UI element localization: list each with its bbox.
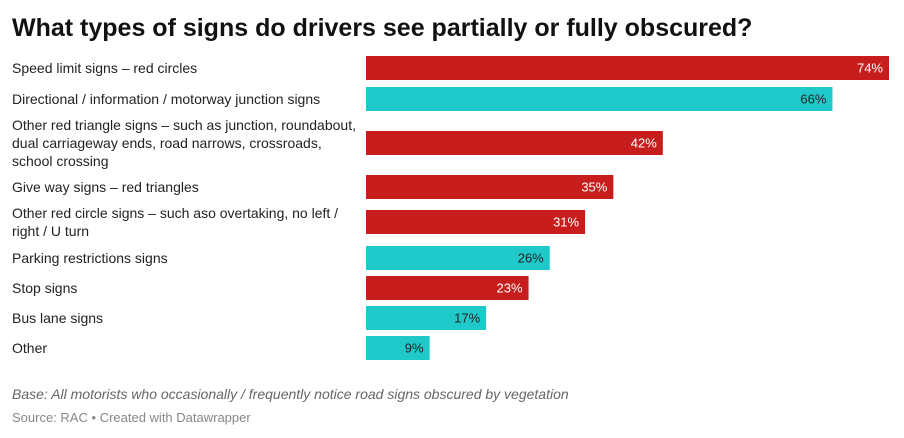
- bar: [366, 56, 889, 80]
- category-label: Bus lane signs: [12, 310, 104, 326]
- value-label: 9%: [405, 341, 424, 356]
- chart-notes: Base: All motorists who occasionally / f…: [12, 386, 569, 402]
- bar: [366, 175, 614, 199]
- category-label: Speed limit signs – red circles: [12, 60, 198, 76]
- category-label-text: Other red triangle signs – such as junct…: [12, 117, 356, 169]
- category-label: Other red triangle signs – such as junct…: [12, 117, 356, 169]
- bar: [366, 210, 586, 234]
- category-label-text: Other: [12, 340, 48, 356]
- category-label-text: Bus lane signs: [12, 310, 104, 326]
- source-separator: •: [91, 410, 97, 425]
- bar: [366, 336, 430, 360]
- category-label: Directional / information / motorway jun…: [12, 91, 321, 107]
- category-label: Stop signs: [12, 280, 78, 296]
- value-label: 23%: [497, 281, 523, 296]
- category-label: Parking restrictions signs: [12, 250, 168, 266]
- value-label: 17%: [454, 311, 480, 326]
- bar: [366, 131, 663, 155]
- bar: [366, 276, 529, 300]
- category-label: Other: [12, 340, 48, 356]
- value-label: 42%: [631, 136, 657, 151]
- category-label: Other red circle signs – such aso overta…: [12, 205, 339, 239]
- category-label-text: Other red circle signs – such aso overta…: [12, 205, 339, 239]
- credit-text: Created with Datawrapper: [99, 410, 251, 425]
- source-text: Source: RAC: [12, 410, 88, 425]
- value-label: 66%: [800, 92, 826, 107]
- value-label: 26%: [518, 251, 544, 266]
- category-label-text: Speed limit signs – red circles: [12, 60, 198, 76]
- bar: [366, 306, 487, 330]
- category-label-text: Stop signs: [12, 280, 78, 296]
- category-label-text: Give way signs – red triangles: [12, 179, 199, 195]
- value-label: 35%: [581, 180, 607, 195]
- category-label-text: Parking restrictions signs: [12, 250, 168, 266]
- bar: [366, 246, 550, 270]
- chart-source: Source: RAC • Created with Datawrapper: [12, 410, 251, 425]
- category-label-text: Directional / information / motorway jun…: [12, 91, 321, 107]
- value-label: 31%: [553, 215, 579, 230]
- category-label: Give way signs – red triangles: [12, 179, 199, 195]
- value-label: 74%: [857, 61, 883, 76]
- chart-title: What types of signs do drivers see parti…: [12, 14, 753, 42]
- bar: [366, 87, 833, 111]
